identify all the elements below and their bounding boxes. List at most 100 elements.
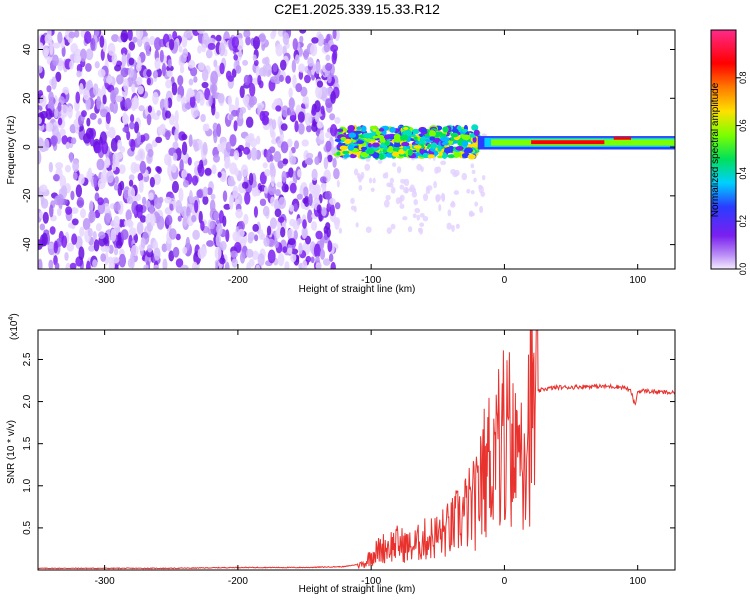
heatmap-cell <box>64 252 69 261</box>
snr-y-scale-exponent: 4 <box>8 317 15 321</box>
colorbar-tick-label: 0.6 <box>738 119 748 132</box>
heatmap-cell <box>390 223 396 230</box>
heatmap-cell <box>272 62 278 73</box>
heatmap-cell <box>115 95 123 103</box>
heatmap-cell <box>53 240 58 254</box>
heatmap-cell <box>334 116 341 124</box>
spectrogram-y-tick-label: -40 <box>22 237 33 252</box>
heatmap-cell <box>48 91 54 103</box>
heatmap-cell <box>401 141 410 147</box>
heatmap-cell <box>403 126 409 130</box>
heatmap-cell <box>257 253 265 267</box>
heatmap-cell <box>419 212 425 218</box>
heatmap-cell <box>217 92 225 104</box>
heatmap-cell <box>382 149 387 154</box>
heatmap-cell <box>213 59 218 68</box>
heatmap-cell <box>366 148 375 155</box>
heatmap-cell <box>244 191 251 205</box>
heatmap-cell <box>68 31 76 39</box>
heatmap-cell <box>332 30 337 40</box>
heatmap-cell <box>78 173 85 185</box>
heatmap-cell <box>224 156 231 168</box>
heatmap-cell <box>73 54 82 64</box>
heatmap-cell <box>128 227 137 236</box>
heatmap-cell <box>355 222 359 228</box>
heatmap-cell <box>179 65 185 74</box>
heatmap-cell <box>181 133 188 141</box>
heatmap-cell <box>134 121 140 134</box>
heatmap-cell <box>290 253 297 263</box>
heatmap-cell <box>411 191 418 198</box>
heatmap-cell <box>148 192 154 201</box>
heatmap-cell <box>207 42 216 51</box>
snr-y-scale-prefix: (x10 <box>9 320 20 340</box>
heatmap-cell <box>39 223 46 231</box>
heatmap-cell <box>75 91 81 104</box>
heatmap-cell <box>61 135 68 145</box>
heatmap-cell <box>188 78 194 86</box>
heatmap-cell <box>383 199 390 208</box>
heatmap-cell <box>152 91 159 105</box>
heatmap-cell <box>354 130 363 134</box>
heatmap-cell <box>72 159 80 173</box>
heatmap-cell <box>280 141 289 154</box>
heatmap-cell <box>258 229 264 240</box>
heatmap-cell <box>38 137 45 151</box>
heatmap-cell <box>156 109 161 117</box>
heatmap-cell <box>409 184 415 192</box>
heatmap-cell <box>124 219 129 227</box>
heatmap-cell <box>93 239 100 252</box>
heatmap-cell <box>49 204 54 218</box>
heatmap-cell <box>149 35 156 46</box>
heatmap-cell <box>193 110 201 117</box>
heatmap-cell <box>415 152 421 156</box>
heatmap-cell <box>370 187 375 192</box>
heatmap-cell <box>229 196 234 210</box>
heatmap-cell <box>302 96 308 105</box>
heatmap-cell <box>329 124 338 137</box>
heatmap-carrier-peak <box>613 136 632 140</box>
heatmap-cell <box>108 260 115 269</box>
heatmap-cell <box>329 197 336 205</box>
heatmap-cell <box>372 152 380 159</box>
heatmap-cell <box>416 214 421 221</box>
heatmap-cell <box>136 221 144 235</box>
heatmap-cell <box>149 204 155 215</box>
heatmap-cell <box>265 149 272 163</box>
heatmap-cell <box>470 190 475 195</box>
heatmap-cell <box>263 237 270 247</box>
heatmap-cell <box>279 59 287 71</box>
spectrogram-x-ticks: -300 -200 -100 0 100 <box>95 30 646 286</box>
heatmap-cell <box>86 260 91 269</box>
heatmap-cell <box>197 164 202 174</box>
heatmap-cell <box>231 36 240 49</box>
heatmap-cell <box>330 44 339 53</box>
heatmap-cell <box>87 167 93 179</box>
heatmap-cell <box>293 230 298 240</box>
heatmap-cell <box>437 145 442 152</box>
heatmap-cell <box>129 114 135 123</box>
heatmap-cell <box>202 195 209 205</box>
spectrogram-heatmap <box>38 30 675 269</box>
heatmap-cell <box>117 139 123 151</box>
heatmap-cell <box>156 166 162 174</box>
heatmap-cell <box>330 261 336 269</box>
heatmap-cell <box>61 235 68 248</box>
heatmap-cell <box>254 234 259 242</box>
heatmap-cell <box>360 146 368 151</box>
heatmap-cell <box>300 86 308 97</box>
heatmap-cell <box>183 30 192 39</box>
svg-text:(x104): (x104) <box>8 313 20 340</box>
heatmap-cell <box>124 97 132 110</box>
heatmap-cell <box>89 200 94 212</box>
heatmap-cell <box>194 199 199 213</box>
heatmap-cell <box>310 256 315 264</box>
heatmap-cell <box>128 174 135 181</box>
heatmap-cell <box>233 120 238 132</box>
heatmap-cell <box>356 126 362 130</box>
heatmap-cell <box>126 196 134 205</box>
colorbar-tick-label: 0.0 <box>738 263 748 276</box>
heatmap-cell <box>384 171 389 179</box>
heatmap-cell <box>108 244 114 254</box>
heatmap-cell <box>453 151 462 158</box>
